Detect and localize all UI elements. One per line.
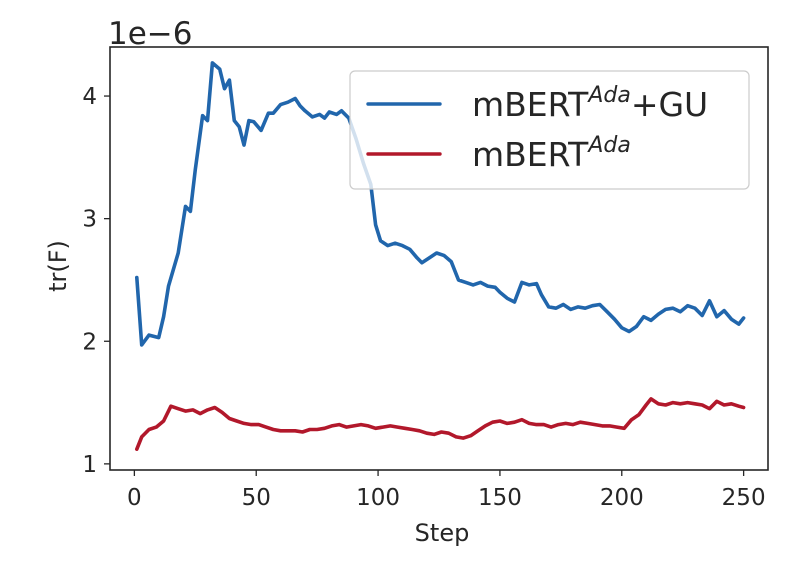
legend-label-superscript: Ada xyxy=(586,133,631,158)
legend-label-base: mBERT xyxy=(472,85,589,124)
x-tick-label: 100 xyxy=(356,485,400,511)
plot-frame xyxy=(109,46,769,471)
x-tick-label: 0 xyxy=(127,485,142,511)
legend-label-base: mBERT xyxy=(472,135,589,174)
legend-box xyxy=(349,70,750,190)
y-tick-label: 4 xyxy=(82,84,97,110)
y-tick-label: 1 xyxy=(82,452,97,478)
legend-label-2: mBERTAda xyxy=(472,133,631,174)
series-line-2 xyxy=(135,397,746,451)
x-axis-label: Step xyxy=(415,519,470,547)
y-offset-label: 1e−6 xyxy=(108,16,193,52)
legend-label-superscript: Ada xyxy=(586,83,631,108)
x-tick-label: 250 xyxy=(722,485,766,511)
series-line-1 xyxy=(135,61,746,347)
legend-label-1: mBERTAda+GU xyxy=(472,83,708,124)
x-tick-label: 150 xyxy=(478,485,522,511)
x-axis: 0 50 100 150 200 250 xyxy=(127,470,766,511)
x-tick-label: 50 xyxy=(242,485,271,511)
y-axis: 1 2 3 4 xyxy=(82,84,110,478)
x-tick-label: 200 xyxy=(600,485,644,511)
y-tick-label: 2 xyxy=(82,329,97,355)
series-layer xyxy=(135,61,746,451)
y-tick-label: 3 xyxy=(82,207,97,233)
legend-label-suffix: +GU xyxy=(631,85,708,124)
y-axis-label: tr(F) xyxy=(44,240,72,292)
